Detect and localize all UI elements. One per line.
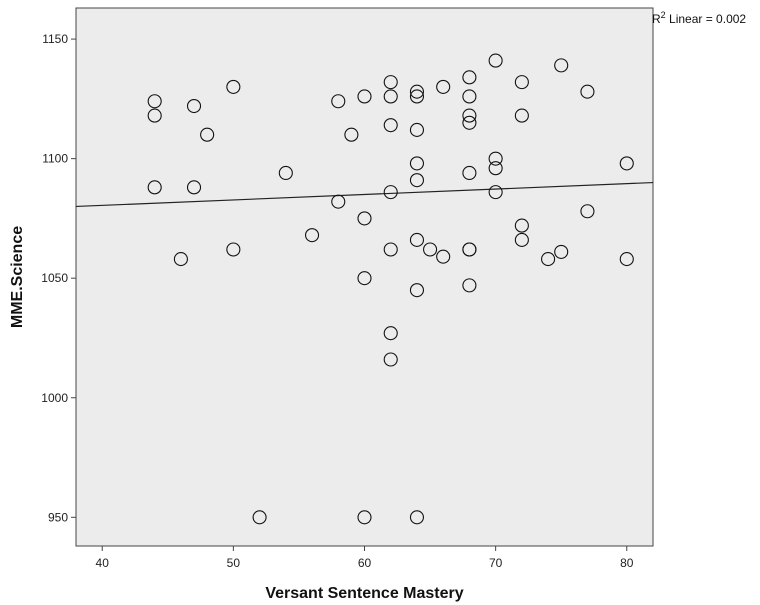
fit-line: [75, 181, 654, 208]
data-point: [554, 58, 569, 73]
y-tick-label: 1100: [42, 152, 68, 166]
data-point: [554, 244, 569, 259]
data-point: [436, 249, 451, 264]
data-point: [514, 218, 529, 233]
data-point: [409, 232, 425, 247]
data-point: [541, 252, 556, 267]
data-point: [344, 127, 359, 142]
data-point: [462, 278, 477, 293]
data-point: [409, 156, 425, 171]
data-point: [252, 510, 267, 525]
data-point: [173, 252, 188, 267]
data-point: [147, 94, 162, 109]
data-point: [383, 326, 398, 341]
data-point: [488, 53, 503, 68]
data-point: [357, 271, 372, 286]
data-point: [514, 108, 529, 123]
data-point: [488, 161, 503, 176]
data-point: [383, 185, 398, 200]
data-point: [488, 151, 503, 166]
data-points: [147, 53, 634, 525]
data-point: [462, 108, 477, 123]
data-point: [423, 242, 438, 257]
data-point: [514, 75, 529, 90]
data-point: [462, 242, 477, 257]
data-point: [383, 89, 398, 104]
data-point: [226, 79, 241, 94]
data-point: [409, 283, 425, 298]
x-tick-label: 70: [489, 556, 503, 570]
data-point: [409, 89, 425, 104]
data-point: [409, 173, 425, 188]
data-point: [409, 84, 425, 99]
data-point: [331, 194, 346, 209]
data-point: [200, 127, 215, 142]
data-point: [619, 156, 634, 171]
data-point: [278, 165, 293, 181]
data-point: [580, 204, 595, 219]
x-axis: 40 50 60 70 80: [96, 546, 634, 570]
x-tick-label: 80: [620, 556, 634, 570]
data-point: [462, 70, 477, 85]
data-point: [147, 180, 162, 195]
data-point: [462, 115, 477, 130]
data-point: [580, 84, 595, 99]
data-point: [186, 98, 202, 114]
data-point: [147, 108, 162, 123]
data-point: [462, 89, 477, 104]
data-point: [383, 352, 398, 367]
data-point: [304, 228, 320, 243]
plot-area: [75, 7, 654, 547]
y-tick-label: 1050: [41, 271, 68, 285]
data-point: [409, 510, 425, 525]
data-point: [357, 510, 372, 525]
data-point: [462, 165, 477, 181]
y-tick-label: 1000: [41, 391, 68, 405]
r2-label: R2 Linear = 0.002: [652, 10, 746, 26]
data-point: [383, 75, 398, 90]
data-point: [409, 122, 425, 137]
data-point: [383, 242, 398, 257]
data-point: [514, 232, 529, 247]
y-tick-label: 950: [48, 510, 68, 524]
y-tick-label: 1150: [42, 32, 68, 46]
data-point: [186, 180, 202, 195]
data-point: [488, 185, 503, 200]
data-point: [357, 211, 372, 226]
data-point: [383, 118, 398, 133]
y-axis: 950 1000 1050 1100 1150: [41, 32, 76, 524]
data-point: [226, 242, 241, 257]
data-point: [619, 252, 634, 267]
x-tick-label: 50: [227, 556, 241, 570]
x-axis-title: Versant Sentence Mastery: [265, 585, 463, 602]
y-axis-title: MME.Science: [9, 226, 26, 328]
x-tick-label: 40: [96, 556, 110, 570]
x-tick-label: 60: [358, 556, 372, 570]
data-point: [331, 94, 346, 109]
data-point: [436, 79, 451, 94]
data-point: [357, 89, 372, 104]
